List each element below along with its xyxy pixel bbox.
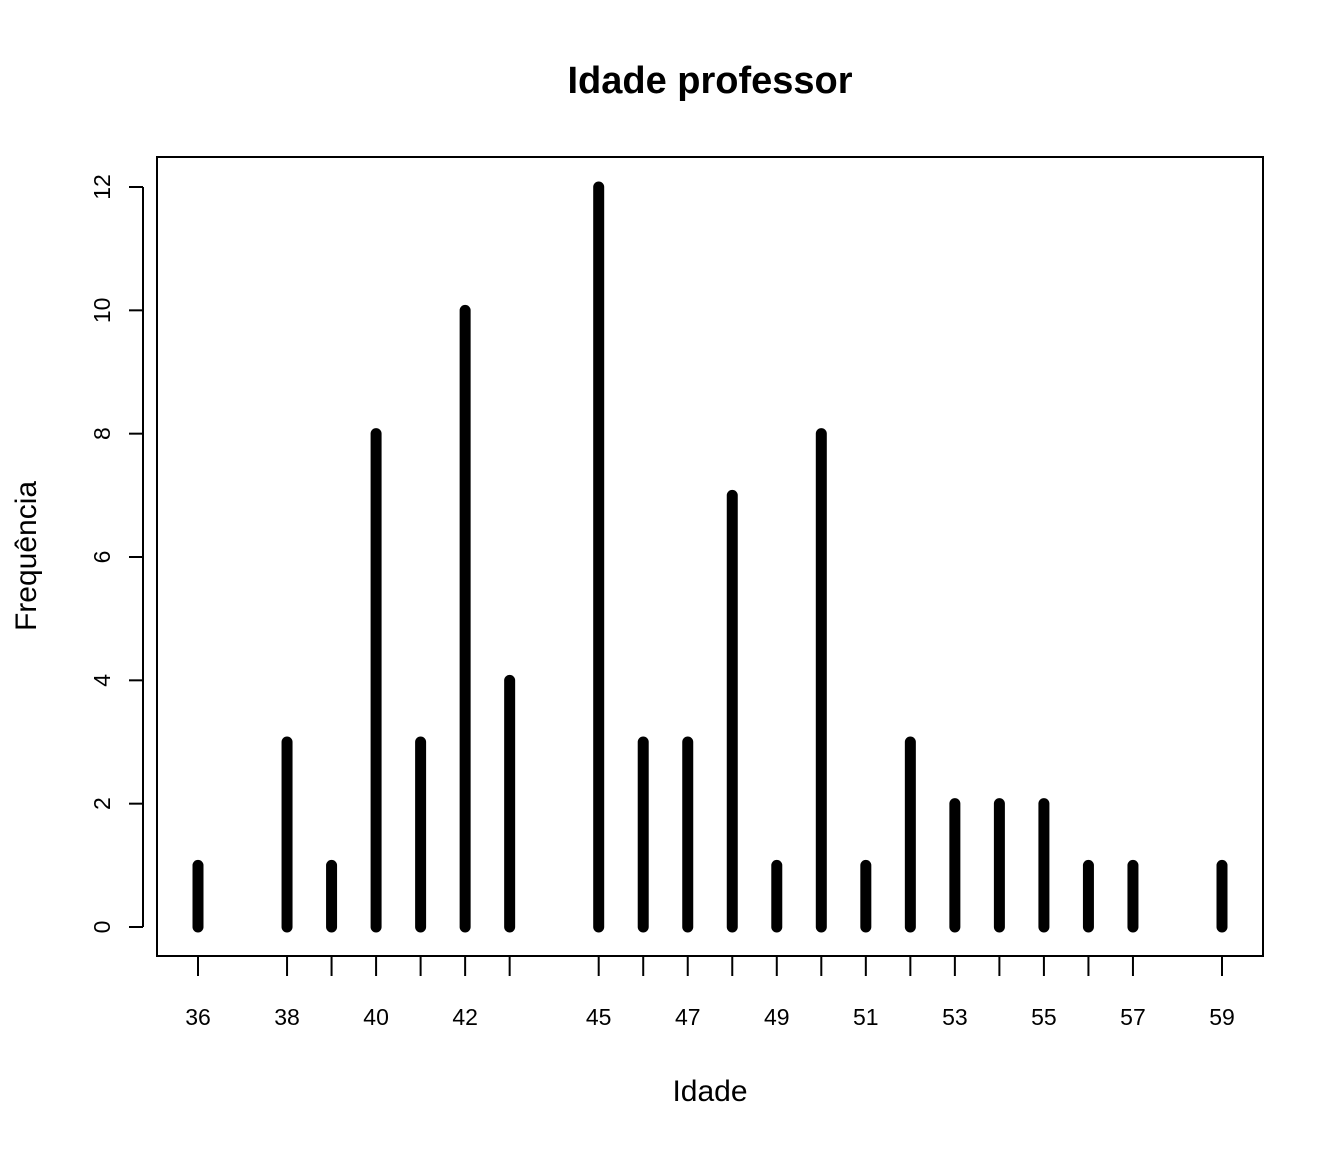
x-tick-label: 40 [363, 1004, 389, 1030]
x-tick-label: 53 [942, 1004, 968, 1030]
x-tick-label: 57 [1120, 1004, 1146, 1030]
x-tick-label: 45 [586, 1004, 612, 1030]
x-tick-label: 51 [853, 1004, 879, 1030]
x-axis-label: Idade [672, 1075, 747, 1108]
y-tick-label: 2 [89, 797, 115, 810]
x-tick-label: 42 [452, 1004, 478, 1030]
x-tick-label: 49 [764, 1004, 790, 1030]
y-axis: 0 2 4 6 8 10 12 [89, 174, 144, 934]
y-tick-label: 4 [89, 674, 115, 687]
y-tick-label: 0 [89, 921, 115, 934]
bars [192, 181, 1228, 933]
plot-frame [156, 156, 1264, 957]
x-tick-label: 36 [185, 1004, 211, 1030]
x-tick-label: 59 [1209, 1004, 1235, 1030]
y-tick-label: 8 [89, 427, 115, 440]
x-tick-label: 38 [274, 1004, 300, 1030]
y-tick-label: 10 [89, 298, 115, 324]
x-axis: 36 38 40 42 45 47 49 51 53 55 57 59 [185, 955, 1235, 1030]
x-tick-label: 55 [1031, 1004, 1057, 1030]
chart-title: Idade professor [567, 60, 852, 102]
y-tick-label: 6 [89, 551, 115, 564]
x-tick-label: 47 [675, 1004, 701, 1030]
y-axis-label: Frequência [10, 481, 43, 631]
y-tick-label: 12 [89, 174, 115, 200]
